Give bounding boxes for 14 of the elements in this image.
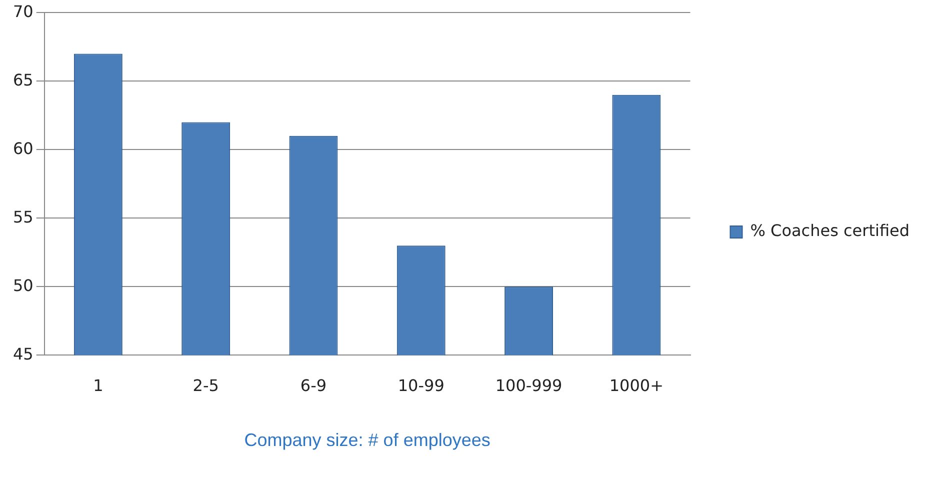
x-tick-label: 1 — [93, 376, 104, 395]
y-tick-label: 60 — [13, 138, 34, 158]
x-tick-label: 2-5 — [192, 376, 219, 395]
y-tick-label: 65 — [13, 70, 34, 90]
x-tick-label: 1000+ — [609, 376, 664, 395]
x-tick-label: 6-9 — [300, 376, 327, 395]
x-tick-label: 100-999 — [495, 376, 562, 395]
legend-label: % Coaches certified — [750, 221, 910, 240]
y-tick-label: 55 — [13, 207, 34, 226]
y-tick-label: 70 — [13, 2, 34, 21]
y-tick-label: 45 — [13, 344, 34, 364]
y-tick-label: 50 — [13, 276, 34, 295]
x-axis-title: Company size: # of employees — [244, 430, 490, 450]
x-tick-label: 10-99 — [398, 376, 444, 395]
